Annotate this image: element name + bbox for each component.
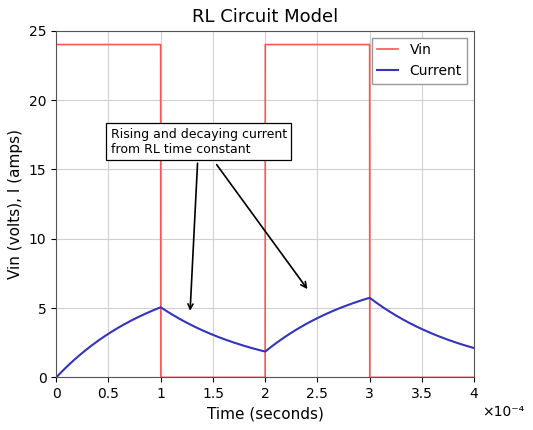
Legend: Vin, Current: Vin, Current [372, 37, 467, 84]
Current [336, 306, 342, 311]
Vin [96, 42, 102, 47]
Vin [158, 375, 164, 380]
Vin [53, 42, 60, 47]
Y-axis label: Vin (volts), I (amps): Vin (volts), I (amps) [9, 129, 23, 279]
Vin [471, 375, 478, 380]
Current [341, 304, 348, 309]
Title: RL Circuit Model: RL Circuit Model [192, 8, 338, 26]
Current [297, 325, 303, 330]
Current [471, 346, 478, 351]
Line: Current: Current [56, 298, 474, 378]
Vin [336, 42, 342, 47]
Vin [451, 375, 457, 380]
Current [53, 375, 60, 380]
X-axis label: Time (seconds): Time (seconds) [207, 407, 324, 422]
Vin [297, 42, 303, 47]
Text: Rising and decaying current
from RL time constant: Rising and decaying current from RL time… [110, 128, 287, 309]
Vin [135, 42, 141, 47]
Text: ×10⁻⁴: ×10⁻⁴ [482, 405, 525, 419]
Line: Vin: Vin [56, 45, 474, 378]
Vin [341, 42, 348, 47]
Current [135, 315, 141, 320]
Current [451, 339, 457, 344]
Current [367, 295, 373, 300]
Current [96, 338, 102, 343]
